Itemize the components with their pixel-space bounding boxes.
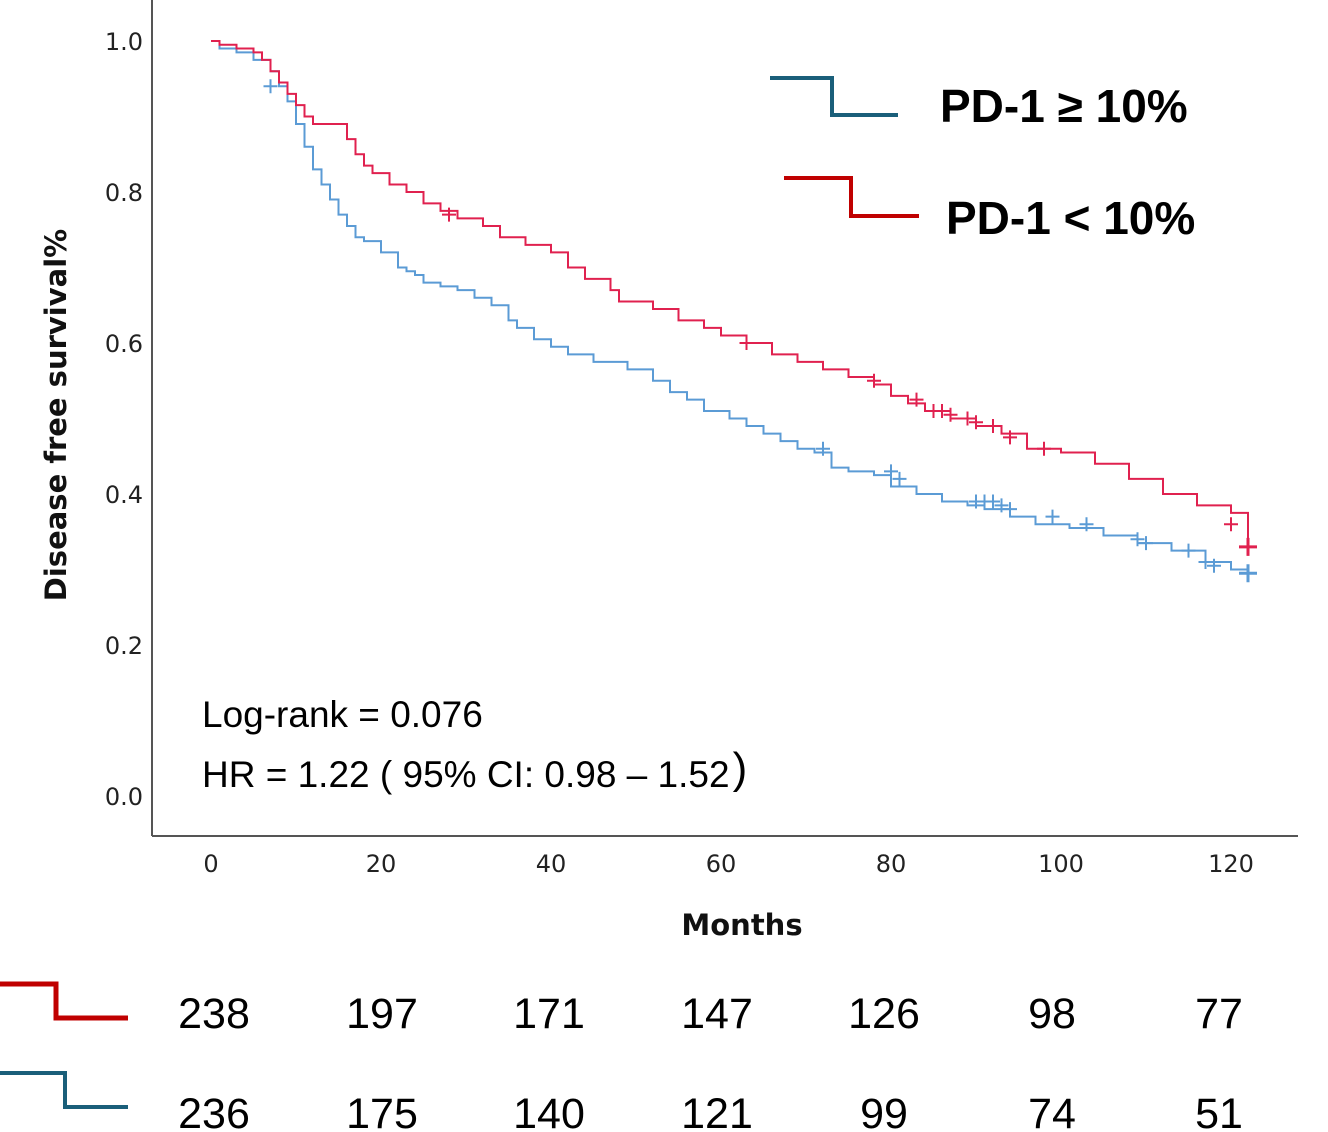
x-tick-label: 60 (706, 850, 737, 878)
y-tick-label: 0.6 (105, 330, 143, 358)
y-tick-label: 0.4 (105, 481, 143, 509)
risk-count: 171 (513, 990, 585, 1038)
censor-mark (816, 441, 830, 456)
risk-count: 74 (1028, 1090, 1076, 1132)
censor-mark (1045, 509, 1060, 524)
y-tick-label: 1.0 (105, 28, 143, 56)
y-tick-label: 0.8 (105, 179, 143, 207)
survival-curve-pd1-high (211, 40, 1249, 574)
censor-mark (1003, 430, 1017, 445)
risk-count: 98 (1028, 990, 1076, 1038)
log-rank-annotation: Log-rank = 0.076 (202, 694, 483, 735)
censor-mark (263, 79, 278, 94)
censor-mark (1037, 441, 1051, 456)
x-tick-label: 100 (1038, 850, 1084, 878)
censor-mark (1207, 558, 1221, 573)
risk-row-pd1-low: 238 197 171 147 126 98 77 (178, 990, 1243, 1038)
censor-mark (986, 494, 1000, 509)
risk-count: 175 (346, 1090, 418, 1132)
risk-count: 147 (681, 990, 753, 1038)
risk-count: 236 (178, 1090, 250, 1132)
censor-mark (935, 403, 949, 418)
censor-marks-pd1-low (442, 207, 1257, 556)
legend: PD-1 ≥ 10% PD-1 < 10% (770, 76, 1195, 244)
risk-count: 140 (513, 1090, 585, 1132)
x-tick-label: 120 (1208, 850, 1254, 878)
censor-mark (960, 411, 975, 426)
censor-mark (943, 407, 958, 422)
hazard-ratio-text: HR = 1.22 ( 95% CI: 0.98 – 1.52 (202, 754, 730, 795)
x-axis-title: Months (681, 908, 802, 942)
risk-count: 197 (346, 990, 418, 1038)
plot-axes (151, 0, 1298, 837)
legend-symbol-pd1-high (770, 76, 898, 117)
censor-mark (969, 415, 983, 430)
censor-mark (1003, 502, 1017, 517)
censor-marks-pd1-high (263, 79, 1257, 583)
risk-count: 121 (681, 1090, 753, 1132)
censor-mark (1239, 564, 1257, 583)
censor-mark (884, 464, 898, 479)
hazard-ratio-close-paren: ) (733, 744, 748, 793)
risk-count: 77 (1195, 990, 1243, 1038)
censor-mark (892, 471, 907, 486)
risk-table: 238 197 171 147 126 98 77 236 175 140 121 99 74 51 (0, 981, 1243, 1132)
y-axis-title: Disease free survival% (39, 229, 73, 601)
risk-count: 99 (860, 1090, 908, 1132)
censor-mark (739, 336, 754, 350)
censor-mark (1130, 532, 1145, 547)
hazard-ratio-annotation: HR = 1.22 ( 95% CI: 0.98 – 1.52) (202, 744, 747, 795)
censor-mark (867, 373, 881, 388)
risk-row-symbol-pd1-high (0, 1071, 128, 1109)
y-axis-ticks: 0.0 0.2 0.4 0.6 0.8 1.0 (105, 28, 143, 811)
legend-symbol-pd1-low (784, 176, 919, 218)
y-tick-label: 0.0 (105, 783, 143, 811)
censor-mark (986, 419, 1000, 434)
risk-count: 51 (1195, 1090, 1243, 1132)
risk-row-pd1-high: 236 175 140 121 99 74 51 (178, 1090, 1243, 1132)
legend-label-pd1-low: PD-1 < 10% (946, 192, 1195, 244)
censor-mark (994, 498, 1009, 513)
censor-mark (1239, 537, 1257, 556)
censor-mark (442, 207, 456, 222)
x-tick-label: 20 (366, 850, 397, 878)
censor-mark (1224, 517, 1238, 532)
censor-mark (1181, 543, 1196, 558)
censor-mark (1139, 536, 1153, 551)
censor-mark (1079, 517, 1094, 532)
x-tick-label: 40 (536, 850, 567, 878)
censor-mark (1198, 554, 1213, 569)
x-tick-label: 0 (203, 850, 218, 878)
x-axis-ticks: 0 20 40 60 80 100 120 (203, 850, 1254, 878)
risk-row-symbol-pd1-low (0, 981, 128, 1021)
risk-count: 238 (178, 990, 250, 1038)
survival-curve-pd1-low (211, 40, 1249, 551)
censor-mark (909, 392, 924, 407)
x-tick-label: 80 (876, 850, 907, 878)
y-tick-label: 0.2 (105, 632, 143, 660)
legend-label-pd1-high: PD-1 ≥ 10% (940, 80, 1188, 132)
risk-count: 126 (848, 990, 920, 1038)
